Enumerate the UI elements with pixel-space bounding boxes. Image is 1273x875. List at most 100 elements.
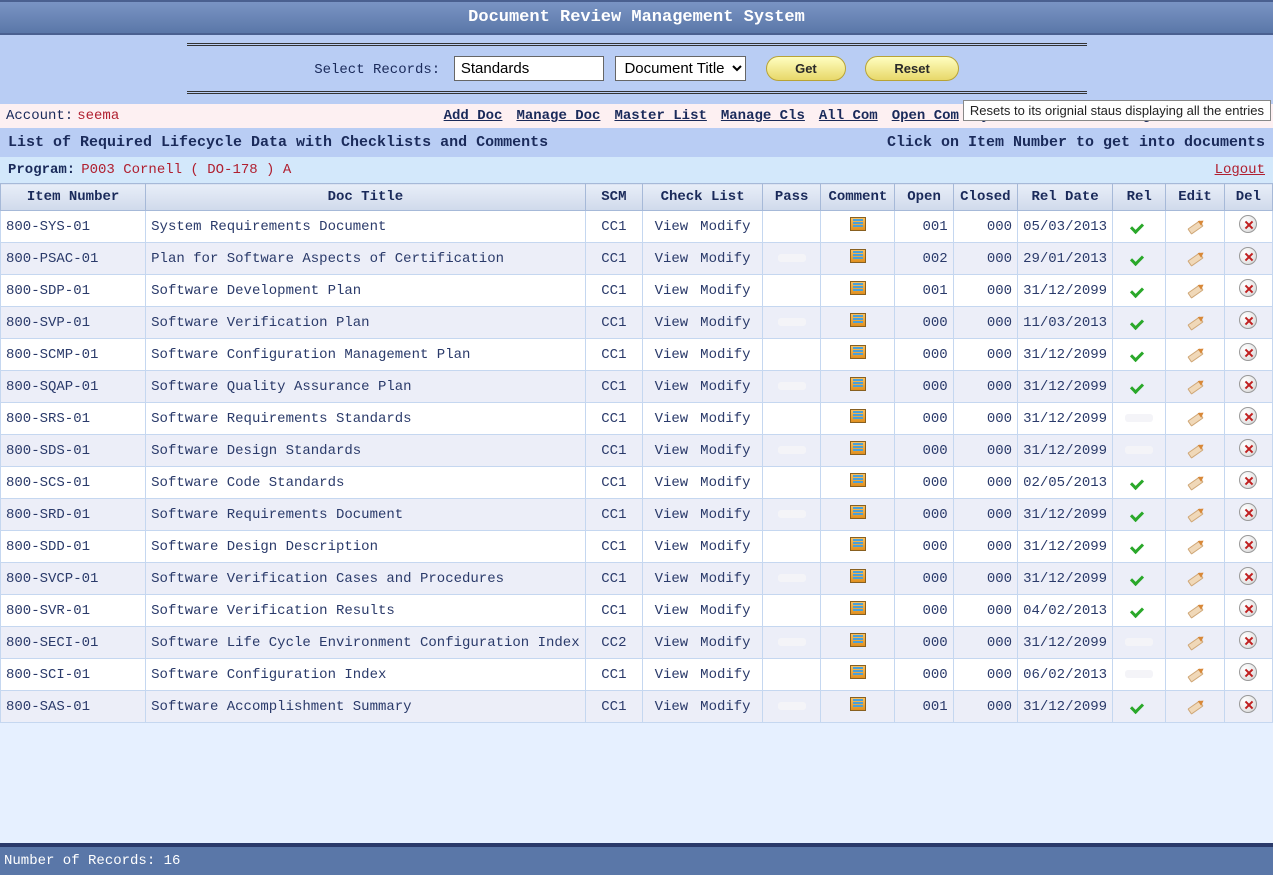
modify-link[interactable]: Modify	[700, 635, 750, 651]
item-number-link[interactable]: 800-SQAP-01	[1, 371, 146, 403]
view-link[interactable]: View	[655, 699, 689, 715]
edit-icon[interactable]	[1187, 312, 1203, 328]
get-button[interactable]: Get	[766, 56, 846, 81]
comment-icon[interactable]	[850, 665, 866, 679]
modify-link[interactable]: Modify	[700, 539, 750, 555]
view-link[interactable]: View	[655, 507, 689, 523]
view-link[interactable]: View	[655, 571, 689, 587]
col-comment[interactable]: Comment	[821, 184, 895, 211]
delete-icon[interactable]	[1239, 375, 1257, 393]
item-number-link[interactable]: 800-SRS-01	[1, 403, 146, 435]
comment-icon[interactable]	[850, 569, 866, 583]
view-link[interactable]: View	[655, 443, 689, 459]
view-link[interactable]: View	[655, 283, 689, 299]
edit-icon[interactable]	[1187, 376, 1203, 392]
delete-icon[interactable]	[1239, 567, 1257, 585]
col-item[interactable]: Item Number	[1, 184, 146, 211]
delete-icon[interactable]	[1239, 247, 1257, 265]
col-reldate[interactable]: Rel Date	[1018, 184, 1113, 211]
modify-link[interactable]: Modify	[700, 379, 750, 395]
modify-link[interactable]: Modify	[700, 347, 750, 363]
col-title[interactable]: Doc Title	[146, 184, 585, 211]
view-link[interactable]: View	[655, 411, 689, 427]
view-link[interactable]: View	[655, 315, 689, 331]
delete-icon[interactable]	[1239, 215, 1257, 233]
item-number-link[interactable]: 800-SCMP-01	[1, 339, 146, 371]
comment-icon[interactable]	[850, 505, 866, 519]
comment-icon[interactable]	[850, 537, 866, 551]
edit-icon[interactable]	[1187, 344, 1203, 360]
view-link[interactable]: View	[655, 475, 689, 491]
col-closed[interactable]: Closed	[953, 184, 1017, 211]
comment-icon[interactable]	[850, 633, 866, 647]
modify-link[interactable]: Modify	[700, 219, 750, 235]
delete-icon[interactable]	[1239, 535, 1257, 553]
modify-link[interactable]: Modify	[700, 699, 750, 715]
edit-icon[interactable]	[1187, 536, 1203, 552]
comment-icon[interactable]	[850, 697, 866, 711]
filter-input[interactable]	[454, 56, 604, 81]
delete-icon[interactable]	[1239, 503, 1257, 521]
view-link[interactable]: View	[655, 219, 689, 235]
modify-link[interactable]: Modify	[700, 475, 750, 491]
modify-link[interactable]: Modify	[700, 411, 750, 427]
edit-icon[interactable]	[1187, 440, 1203, 456]
modify-link[interactable]: Modify	[700, 443, 750, 459]
delete-icon[interactable]	[1239, 343, 1257, 361]
edit-icon[interactable]	[1187, 504, 1203, 520]
item-number-link[interactable]: 800-SVR-01	[1, 595, 146, 627]
comment-icon[interactable]	[850, 345, 866, 359]
col-rel[interactable]: Rel	[1113, 184, 1166, 211]
edit-icon[interactable]	[1187, 248, 1203, 264]
delete-icon[interactable]	[1239, 695, 1257, 713]
view-link[interactable]: View	[655, 379, 689, 395]
modify-link[interactable]: Modify	[700, 251, 750, 267]
comment-icon[interactable]	[850, 601, 866, 615]
col-pass[interactable]: Pass	[763, 184, 821, 211]
item-number-link[interactable]: 800-SRD-01	[1, 499, 146, 531]
col-del[interactable]: Del	[1224, 184, 1272, 211]
nav-all-com[interactable]: All Com	[819, 108, 878, 124]
item-number-link[interactable]: 800-SVP-01	[1, 307, 146, 339]
item-number-link[interactable]: 800-SCS-01	[1, 467, 146, 499]
edit-icon[interactable]	[1187, 600, 1203, 616]
comment-icon[interactable]	[850, 281, 866, 295]
view-link[interactable]: View	[655, 635, 689, 651]
comment-icon[interactable]	[850, 441, 866, 455]
edit-icon[interactable]	[1187, 408, 1203, 424]
edit-icon[interactable]	[1187, 472, 1203, 488]
comment-icon[interactable]	[850, 249, 866, 263]
delete-icon[interactable]	[1239, 599, 1257, 617]
item-number-link[interactable]: 800-SYS-01	[1, 211, 146, 243]
edit-icon[interactable]	[1187, 280, 1203, 296]
comment-icon[interactable]	[850, 409, 866, 423]
nav-manage-doc[interactable]: Manage Doc	[516, 108, 600, 124]
col-checklist[interactable]: Check List	[643, 184, 763, 211]
edit-icon[interactable]	[1187, 696, 1203, 712]
filter-select[interactable]: Document Title	[615, 56, 746, 81]
delete-icon[interactable]	[1239, 439, 1257, 457]
item-number-link[interactable]: 800-SECI-01	[1, 627, 146, 659]
nav-master-list[interactable]: Master List	[614, 108, 706, 124]
item-number-link[interactable]: 800-PSAC-01	[1, 243, 146, 275]
edit-icon[interactable]	[1187, 632, 1203, 648]
col-open[interactable]: Open	[895, 184, 953, 211]
delete-icon[interactable]	[1239, 311, 1257, 329]
comment-icon[interactable]	[850, 217, 866, 231]
nav-open-com[interactable]: Open Com	[892, 108, 959, 124]
modify-link[interactable]: Modify	[700, 507, 750, 523]
view-link[interactable]: View	[655, 603, 689, 619]
view-link[interactable]: View	[655, 667, 689, 683]
item-number-link[interactable]: 800-SDP-01	[1, 275, 146, 307]
col-scm[interactable]: SCM	[585, 184, 643, 211]
view-link[interactable]: View	[655, 539, 689, 555]
delete-icon[interactable]	[1239, 407, 1257, 425]
item-number-link[interactable]: 800-SVCP-01	[1, 563, 146, 595]
modify-link[interactable]: Modify	[700, 603, 750, 619]
nav-add-doc[interactable]: Add Doc	[444, 108, 503, 124]
item-number-link[interactable]: 800-SDD-01	[1, 531, 146, 563]
edit-icon[interactable]	[1187, 216, 1203, 232]
comment-icon[interactable]	[850, 473, 866, 487]
item-number-link[interactable]: 800-SDS-01	[1, 435, 146, 467]
comment-icon[interactable]	[850, 377, 866, 391]
